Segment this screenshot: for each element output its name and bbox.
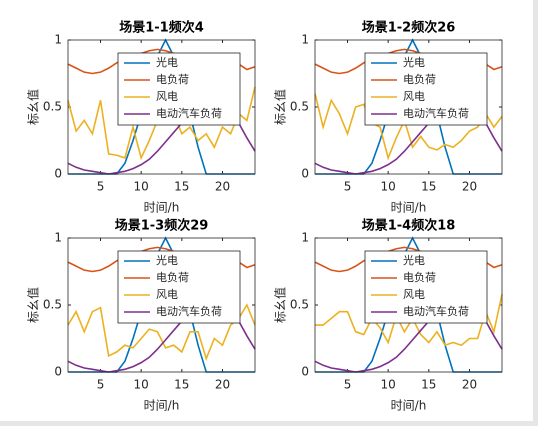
legend-label: 电动汽车负荷 xyxy=(156,106,222,120)
legend-label: 电负荷 xyxy=(403,270,436,284)
legend-label: 风电 xyxy=(403,90,425,103)
legend-label: 电负荷 xyxy=(156,270,189,284)
x-axis-label: 时间/h xyxy=(391,399,427,413)
x-tick-label: 5 xyxy=(97,378,105,392)
chart-title: 场景1-3频次29 xyxy=(115,218,209,234)
y-tick-label: 0.5 xyxy=(290,298,309,312)
window-edge xyxy=(533,0,538,426)
y-tick-label: 0.5 xyxy=(290,100,309,114)
axes-box xyxy=(314,237,503,373)
chart-title: 场景1-1频次4 xyxy=(119,20,204,36)
legend-label: 风电 xyxy=(156,90,178,103)
y-tick-label: 1 xyxy=(54,231,62,245)
x-tick-label: 15 xyxy=(421,378,436,392)
series-line xyxy=(315,294,503,347)
axes-box xyxy=(314,39,503,175)
y-axis-label: 标幺值 xyxy=(26,89,41,125)
legend-label: 电动汽车负荷 xyxy=(403,106,469,120)
x-tick-label: 20 xyxy=(215,180,230,194)
x-tick-label: 10 xyxy=(134,180,149,194)
legend-label: 光电 xyxy=(156,253,178,267)
x-tick-label: 20 xyxy=(462,378,477,392)
x-tick-label: 10 xyxy=(134,378,149,392)
y-tick-label: 0 xyxy=(301,167,309,181)
y-tick-label: 0 xyxy=(54,167,62,181)
x-tick-label: 5 xyxy=(344,180,352,194)
legend-label: 电负荷 xyxy=(156,72,189,86)
legend-label: 电动汽车负荷 xyxy=(156,304,222,318)
legend-box xyxy=(364,52,488,126)
y-tick-label: 0.5 xyxy=(43,100,62,114)
y-axis-label: 标幺值 xyxy=(26,287,41,323)
x-axis-label: 时间/h xyxy=(144,399,180,413)
legend-box xyxy=(117,52,241,126)
series-line xyxy=(67,303,256,362)
y-tick-label: 1 xyxy=(54,33,62,47)
legend-label: 风电 xyxy=(156,288,178,301)
y-axis-label: 标幺值 xyxy=(273,287,288,323)
legend-label: 电动汽车负荷 xyxy=(403,304,469,318)
legend-label: 风电 xyxy=(403,288,425,301)
x-tick-label: 10 xyxy=(381,180,396,194)
axes-box xyxy=(67,39,256,175)
x-tick-label: 15 xyxy=(174,180,189,194)
x-axis-label: 时间/h xyxy=(144,201,180,215)
x-tick-label: 10 xyxy=(381,378,396,392)
x-tick-label: 5 xyxy=(344,378,352,392)
legend-label: 光电 xyxy=(403,55,425,69)
x-tick-label: 20 xyxy=(215,378,230,392)
y-axis-label: 标幺值 xyxy=(273,89,288,125)
x-tick-label: 20 xyxy=(462,180,477,194)
window-edge xyxy=(0,421,538,426)
axes-box xyxy=(67,237,256,373)
y-tick-label: 0 xyxy=(301,365,309,379)
legend-label: 电负荷 xyxy=(403,72,436,86)
x-tick-label: 15 xyxy=(174,378,189,392)
y-tick-label: 0 xyxy=(54,365,62,379)
x-tick-label: 5 xyxy=(97,180,105,194)
y-tick-label: 1 xyxy=(301,33,309,47)
chart-title: 场景1-4频次18 xyxy=(362,218,456,234)
y-tick-label: 1 xyxy=(301,231,309,245)
y-tick-label: 0.5 xyxy=(43,298,62,312)
legend-label: 光电 xyxy=(156,55,178,69)
x-axis-label: 时间/h xyxy=(391,201,427,215)
x-tick-label: 15 xyxy=(421,180,436,194)
legend-label: 光电 xyxy=(403,253,425,267)
legend-box xyxy=(364,250,488,324)
legend-box xyxy=(117,250,241,324)
series-line xyxy=(314,93,503,161)
chart-title: 场景1-2频次26 xyxy=(362,20,456,36)
